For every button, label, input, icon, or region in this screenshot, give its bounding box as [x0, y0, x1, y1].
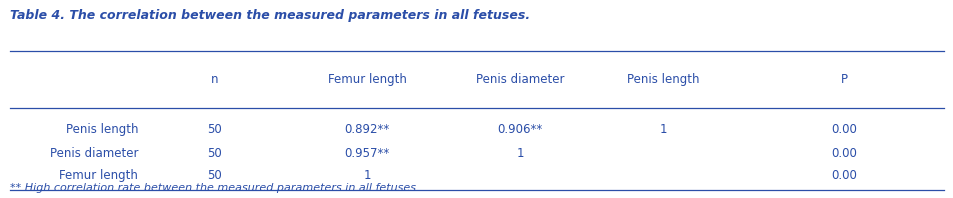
Text: Penis diameter: Penis diameter — [50, 147, 138, 160]
Text: Table 4. The correlation between the measured parameters in all fetuses.: Table 4. The correlation between the mea… — [10, 9, 529, 22]
Text: 1: 1 — [516, 147, 523, 160]
Text: 0.00: 0.00 — [830, 147, 857, 160]
Text: 0.906**: 0.906** — [497, 123, 542, 136]
Text: ** High correlation rate between the measured parameters in all fetuses.: ** High correlation rate between the mea… — [10, 183, 418, 193]
Text: 1: 1 — [659, 123, 666, 136]
Text: 50: 50 — [207, 169, 222, 182]
Text: n: n — [211, 73, 218, 86]
Text: Penis length: Penis length — [66, 123, 138, 136]
Text: Femur length: Femur length — [59, 169, 138, 182]
Text: Penis diameter: Penis diameter — [476, 73, 563, 86]
Text: 1: 1 — [363, 169, 371, 182]
Text: Femur length: Femur length — [328, 73, 406, 86]
Text: 0.957**: 0.957** — [344, 147, 390, 160]
Text: P: P — [840, 73, 847, 86]
Text: 0.892**: 0.892** — [344, 123, 390, 136]
Text: 50: 50 — [207, 147, 222, 160]
Text: 0.00: 0.00 — [830, 123, 857, 136]
Text: 0.00: 0.00 — [830, 169, 857, 182]
Text: Penis length: Penis length — [626, 73, 699, 86]
Text: 50: 50 — [207, 123, 222, 136]
